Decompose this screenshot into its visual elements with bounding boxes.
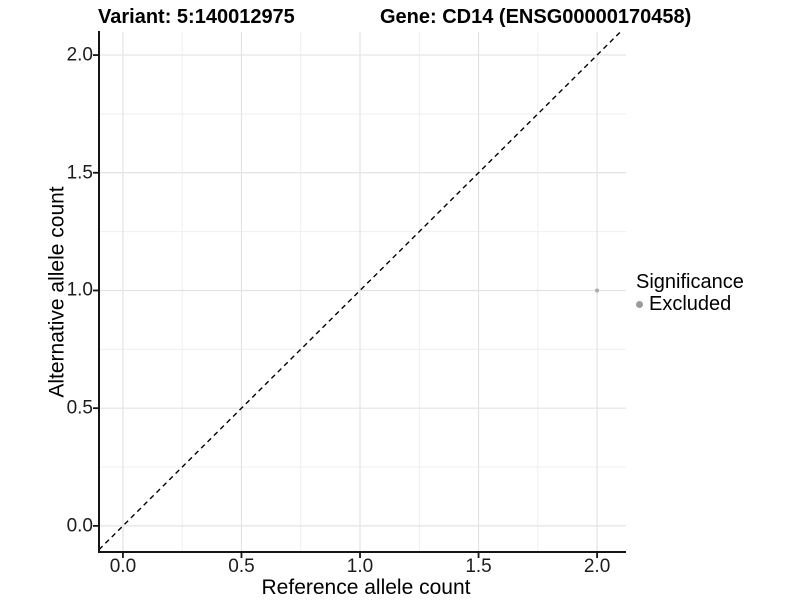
- y-tick-label: 0.5: [66, 397, 93, 419]
- y-tick-label: 1.5: [66, 162, 93, 184]
- legend: Significance Excluded: [636, 271, 744, 315]
- y-tick-label: 0.0: [66, 515, 93, 537]
- plot-title-gene: Gene: CD14 (ENSG00000170458): [380, 6, 692, 28]
- x-axis-title: Reference allele count: [261, 576, 471, 599]
- y-tick-label: 1.0: [66, 279, 93, 301]
- x-tick-label: 0.5: [228, 556, 255, 577]
- plot-title-variant: Variant: 5:140012975: [98, 6, 295, 28]
- legend-item-excluded: Excluded: [636, 293, 744, 315]
- identity-line: [98, 31, 621, 551]
- y-axis-title: Alternative allele count: [45, 186, 69, 398]
- data-point: [595, 288, 600, 293]
- x-tick-label: 1.5: [465, 556, 492, 577]
- legend-item-label: Excluded: [649, 293, 732, 315]
- legend-point-swatch-icon: [636, 300, 643, 308]
- x-tick-label: 1.0: [346, 556, 374, 577]
- x-tick-label: 0.0: [109, 556, 137, 577]
- y-tick-label: 2.0: [66, 44, 93, 66]
- legend-title: Significance: [636, 271, 744, 293]
- x-tick-label: 2.0: [583, 556, 611, 577]
